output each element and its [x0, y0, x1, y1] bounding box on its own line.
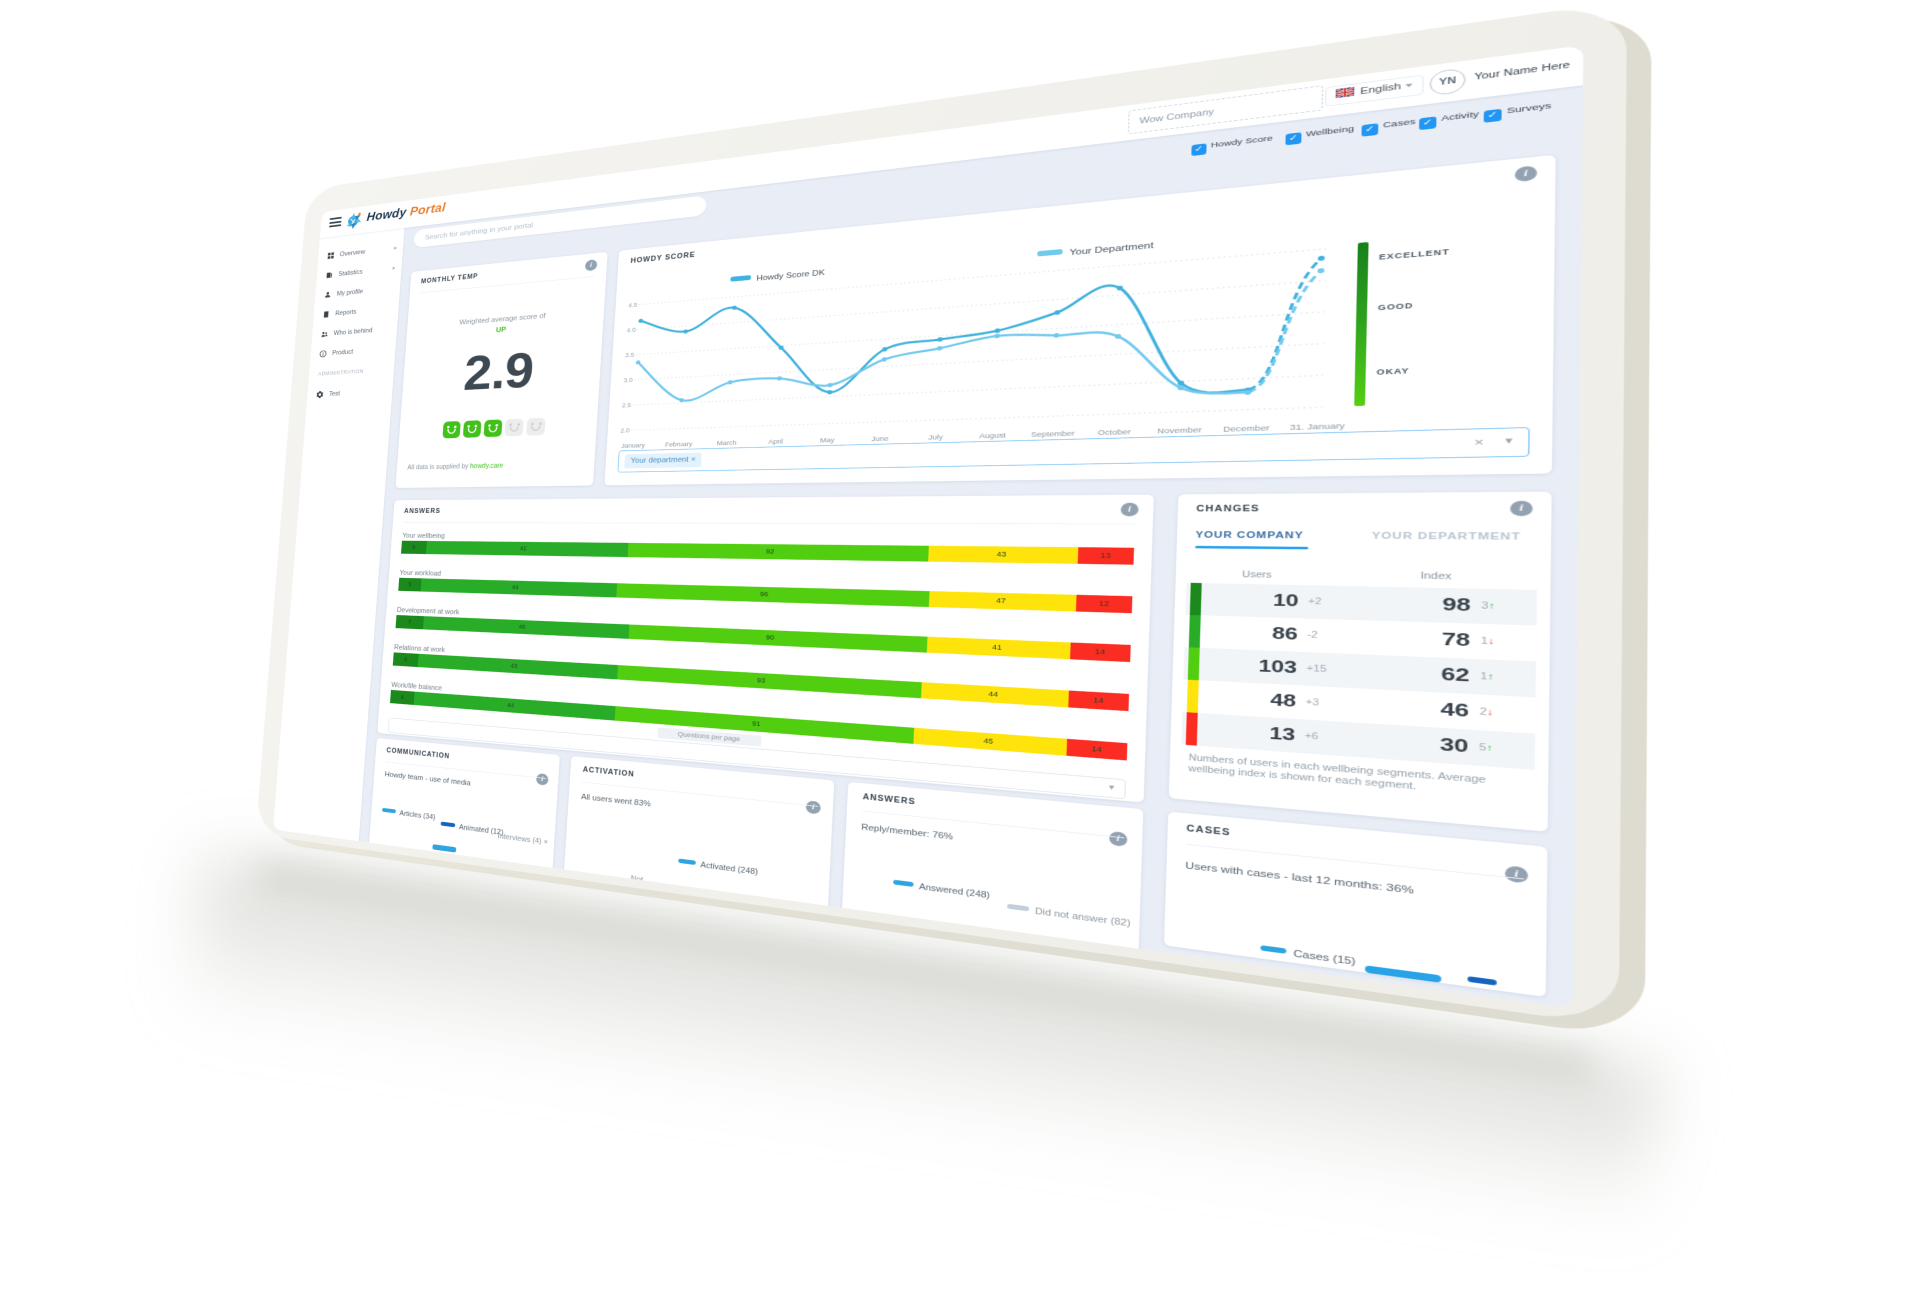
svg-text:November: November: [1157, 426, 1202, 436]
svg-text:March: March: [717, 440, 738, 448]
svg-text:January: January: [621, 442, 646, 450]
svg-text:August: August: [979, 432, 1007, 441]
svg-text:October: October: [1098, 428, 1132, 438]
svg-text:3.0: 3.0: [623, 377, 633, 385]
svg-text:December: December: [1223, 424, 1270, 435]
svg-text:May: May: [820, 437, 836, 446]
svg-text:4.5: 4.5: [628, 302, 638, 310]
svg-text:April: April: [768, 438, 783, 446]
svg-text:September: September: [1031, 430, 1075, 440]
svg-text:July: July: [928, 434, 944, 443]
svg-text:4.0: 4.0: [626, 327, 636, 335]
svg-text:2.5: 2.5: [622, 402, 632, 410]
svg-text:3.5: 3.5: [625, 352, 635, 360]
svg-text:2.0: 2.0: [620, 427, 630, 435]
svg-text:February: February: [665, 441, 694, 449]
svg-text:June: June: [871, 435, 889, 444]
svg-text:31. January: 31. January: [1290, 422, 1346, 433]
